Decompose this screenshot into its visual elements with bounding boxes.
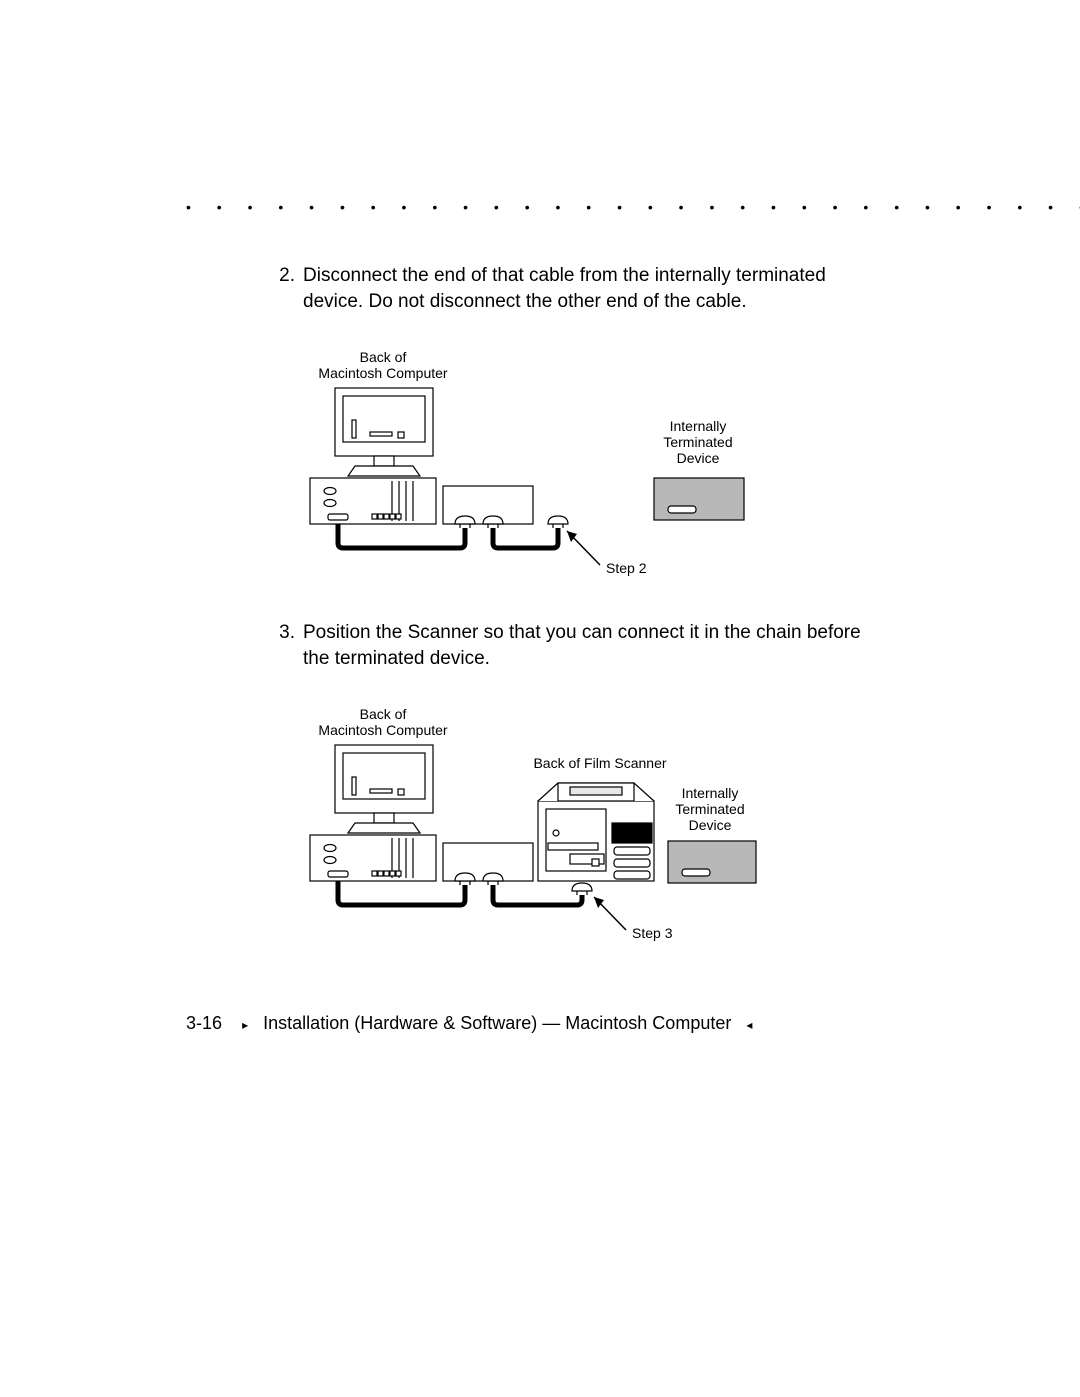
cable-2	[493, 885, 582, 905]
dot-divider: • • • • • • • • • • • • • • • • • • • • …	[186, 199, 906, 215]
monitor-icon	[335, 388, 433, 476]
arrow-step3	[594, 897, 626, 930]
page-footer: 3-16 ▸ Installation (Hardware & Software…	[186, 1013, 752, 1034]
term-label-1: Internally	[682, 785, 739, 801]
loose-plug-icon	[548, 516, 568, 528]
mac-label-2: Macintosh Computer	[318, 722, 448, 738]
cable-2	[493, 528, 558, 548]
scanner-icon	[538, 783, 654, 881]
step-3: 3. Position the Scanner so that you can …	[265, 620, 873, 671]
page: • • • • • • • • • • • • • • • • • • • • …	[0, 0, 1080, 1397]
cable-1	[338, 524, 465, 548]
term-label-3: Device	[689, 817, 732, 833]
computer-icon	[310, 478, 436, 524]
arrow-left-icon: ◂	[746, 1018, 752, 1032]
step-text: Disconnect the end of that cable from th…	[303, 263, 873, 314]
mac-label-1: Back of	[360, 349, 407, 365]
term-label-1: Internally	[670, 418, 727, 434]
step-number: 3.	[265, 620, 295, 646]
term-label-3: Device	[677, 450, 720, 466]
page-number: 3-16	[186, 1013, 222, 1033]
monitor-icon	[335, 745, 433, 833]
loose-plug-icon	[572, 883, 592, 895]
step-number: 2.	[265, 263, 295, 289]
arrow-step2	[567, 531, 600, 565]
peripheral-icon	[443, 486, 533, 528]
term-label-2: Terminated	[675, 801, 744, 817]
terminated-device-icon	[668, 841, 756, 883]
scanner-label: Back of Film Scanner	[533, 755, 666, 771]
mac-label-1: Back of	[360, 706, 407, 722]
arrow-right-icon: ▸	[242, 1018, 248, 1032]
figure-1: Back of Macintosh Computer	[300, 348, 770, 583]
computer-icon	[310, 835, 436, 881]
step2-callout: Step 2	[606, 560, 647, 576]
step-text: Position the Scanner so that you can con…	[303, 620, 873, 671]
mac-label-2: Macintosh Computer	[318, 365, 448, 381]
terminated-device-icon	[654, 478, 744, 520]
step3-callout: Step 3	[632, 925, 673, 941]
term-label-2: Terminated	[663, 434, 732, 450]
cable-1	[338, 881, 465, 905]
peripheral-icon	[443, 843, 533, 885]
figure-2: Back of Macintosh Computer	[300, 705, 770, 950]
step-2: 2. Disconnect the end of that cable from…	[265, 263, 873, 314]
footer-title: Installation (Hardware & Software) — Mac…	[263, 1013, 731, 1033]
